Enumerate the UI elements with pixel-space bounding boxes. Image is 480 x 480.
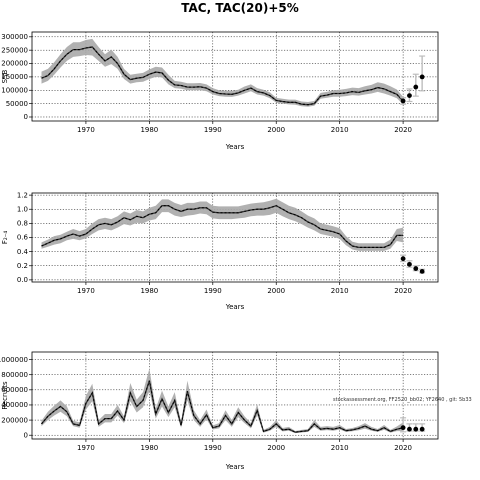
y-tick-label: 1.0 [17, 205, 28, 213]
y-tick-label: 200000 [1, 416, 28, 424]
forecast-point [400, 425, 406, 431]
x-axis-label: Years [225, 463, 245, 471]
x-tick-label: 1980 [140, 444, 158, 452]
x-tick-label: 2020 [394, 126, 412, 134]
chart-panel-recruitment: 1970 1980 1990 2000 2010 2020 0 200000 400000 600… [0, 351, 439, 471]
x-tick-label: 2010 [331, 126, 349, 134]
x-tick-label: 2000 [267, 287, 285, 295]
confidence-band [41, 198, 404, 251]
y-axis-label: Recruits [1, 381, 9, 410]
forecast-point [400, 98, 406, 104]
y-tick-label: 0.8 [17, 220, 28, 228]
forecast-point [407, 93, 412, 99]
x-tick-label: 2000 [267, 444, 285, 452]
chart-panel-ssb: 1970 1980 1990 2000 2010 2020 0 50000 100000 1500… [1, 31, 439, 151]
estimate-line-dashed [41, 46, 404, 106]
y-tick-label: 0.2 [17, 262, 28, 270]
y-tick-label: 0.4 [17, 248, 29, 256]
estimate-line-dashed [41, 380, 404, 433]
forecast-point [413, 84, 419, 90]
x-tick-label: 2010 [331, 444, 349, 452]
forecast-point [407, 261, 412, 267]
figure-title: TAC, TAC(20)+5% [181, 1, 299, 15]
x-tick-label: 1980 [140, 126, 158, 134]
x-tick-label: 2020 [394, 287, 412, 295]
x-tick-label: 2000 [267, 126, 285, 134]
x-tick-label: 1970 [77, 287, 95, 295]
forecast-point [419, 426, 425, 432]
forecast-point [400, 256, 406, 262]
y-tick-label: 0 [24, 113, 28, 121]
x-tick-label: 1970 [77, 126, 95, 134]
forecast-point [413, 266, 419, 271]
y-tick-label: 400000 [1, 401, 28, 409]
y-tick-label: 150000 [1, 73, 28, 81]
panels: 1970 1980 1990 2000 2010 2020 0 50000 100000 1500… [0, 31, 439, 471]
estimate-line-dashed [41, 205, 404, 248]
y-tick-label: 300000 [1, 33, 28, 41]
forecast-point [407, 426, 412, 432]
forecast-point [413, 426, 419, 432]
plot-frame [31, 31, 439, 122]
y-tick-label: 0 [24, 431, 28, 439]
x-tick-label: 1980 [140, 287, 158, 295]
y-tick-label: 250000 [1, 46, 28, 54]
y-tick-label: 200000 [1, 60, 28, 68]
forecast-point [419, 269, 425, 274]
x-tick-label: 1970 [77, 444, 95, 452]
y-axis-label: F₂₋₄ [1, 231, 9, 245]
x-axis-label: Years [225, 143, 245, 151]
y-tick-label: 50000 [6, 100, 28, 108]
x-tick-label: 1990 [204, 126, 222, 134]
x-tick-label: 1990 [204, 287, 222, 295]
y-tick-label: 1.2 [17, 191, 28, 199]
source-note: stockassessment.org, FF2520_bb02; YF2640… [333, 397, 472, 403]
y-tick-label: 800000 [1, 371, 28, 379]
x-tick-label: 2020 [394, 444, 412, 452]
x-tick-label: 1990 [204, 444, 222, 452]
y-tick-label: 0.6 [17, 234, 29, 242]
y-tick-label: 600000 [1, 386, 28, 394]
forecast-point [419, 74, 425, 80]
y-axis-label: SSB [1, 69, 9, 83]
y-tick-label: 100000 [1, 86, 28, 94]
y-tick-label: 1000000 [0, 356, 28, 364]
x-axis-label: Years [225, 303, 245, 311]
x-tick-label: 2010 [331, 287, 349, 295]
y-tick-label: 0.0 [17, 276, 28, 284]
chart-panel-f: 1970 1980 1990 2000 2010 2020 0.0 0.2 0.4 0.6 0.8 1… [1, 191, 439, 311]
